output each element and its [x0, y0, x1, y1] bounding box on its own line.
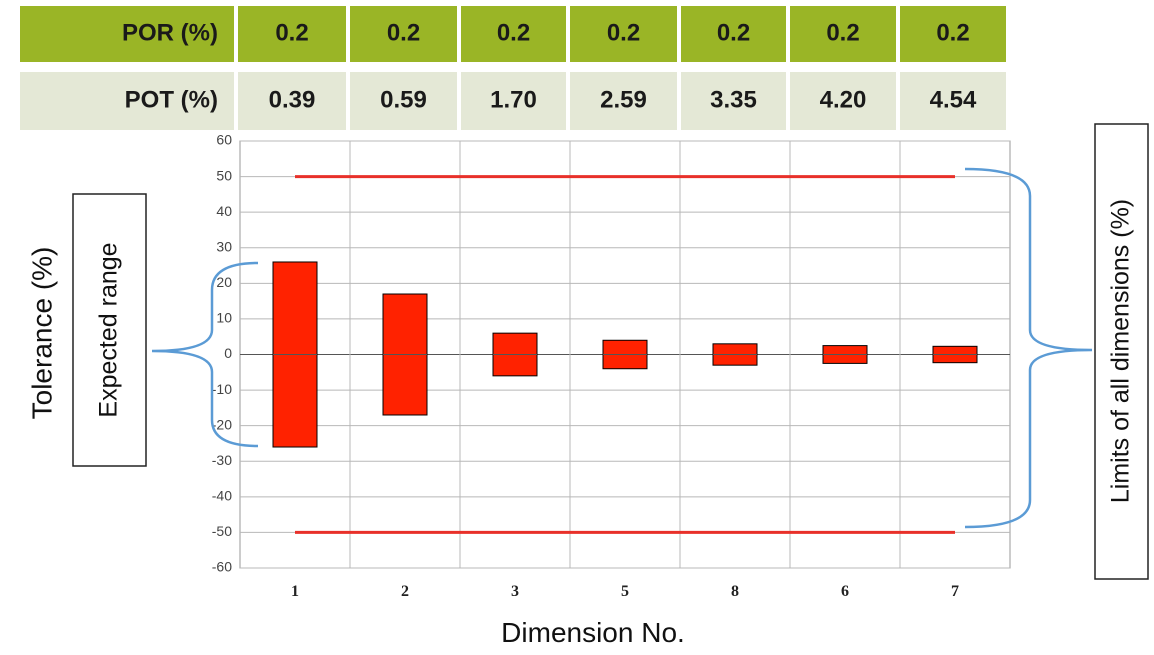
- cell-value: 0.2: [387, 19, 420, 46]
- x-axis-title: Dimension No.: [501, 617, 685, 648]
- cell-value: 0.2: [717, 19, 750, 46]
- y-tick-label: 20: [216, 274, 232, 290]
- y-axis-title: Tolerance (%): [26, 247, 57, 420]
- cell-value: 3.35: [710, 86, 757, 113]
- table-cell: [461, 6, 566, 62]
- table-cell: [681, 6, 786, 62]
- cell-value: 0.59: [380, 86, 427, 113]
- y-tick-label: 10: [216, 310, 232, 326]
- table-cell: [900, 6, 1006, 62]
- table-cell: [238, 72, 346, 130]
- plot-area: 60 50 40 30 20 10 0 -10 -20 -30 -40 -50 -60 1 2 3 5 8 6 7: [212, 132, 1011, 600]
- limit-lines: [295, 175, 955, 534]
- y-tick-label: 60: [216, 132, 232, 148]
- x-tick-label: 5: [621, 583, 629, 600]
- cell-value: 4.20: [820, 86, 867, 113]
- y-tick-label: -10: [212, 381, 232, 397]
- y-tick-label: -20: [212, 416, 232, 432]
- y-tick-label: 40: [216, 203, 232, 219]
- y-tick-label: -50: [212, 523, 232, 539]
- cell-value: 0.2: [497, 19, 530, 46]
- table-cell: [238, 6, 346, 62]
- table-cell: [570, 72, 677, 130]
- expected-range-label: Expected range: [95, 242, 123, 417]
- y-tick-label: -30: [212, 452, 232, 468]
- cell-value: 0.39: [269, 86, 316, 113]
- limits-label: Limits of all dimensions (%): [1107, 199, 1135, 503]
- table-cell: [350, 6, 457, 62]
- y-tick-label: -60: [212, 559, 232, 575]
- cell-value: 2.59: [600, 86, 647, 113]
- expected-range-box: [72, 193, 147, 467]
- cell-value: 1.70: [490, 86, 537, 113]
- y-tick-label: 30: [216, 238, 232, 254]
- table-cell: [20, 6, 234, 62]
- bars: [272, 261, 978, 448]
- row-label: POT (%): [125, 86, 218, 113]
- table-cell: [790, 6, 896, 62]
- x-tick-label: 8: [731, 583, 739, 600]
- x-tick-label: 6: [841, 583, 849, 600]
- row-label: POR (%): [122, 19, 218, 46]
- y-tick-label: -40: [212, 488, 232, 504]
- table-cell: [350, 72, 457, 130]
- table-cell: [461, 72, 566, 130]
- cell-value: 0.2: [275, 19, 308, 46]
- cell-value: 4.54: [930, 86, 977, 113]
- y-tick-label: 0: [224, 345, 232, 361]
- table-cell: [900, 72, 1006, 130]
- x-tick-labels: 1 2 3 5 8 6 7: [291, 583, 959, 600]
- y-tick-label: 50: [216, 167, 232, 183]
- cell-value: 0.2: [607, 19, 640, 46]
- expected-range-brace: [151, 261, 259, 448]
- cell-value: 0.2: [936, 19, 969, 46]
- x-tick-label: 2: [401, 583, 409, 600]
- x-tick-label: 7: [951, 583, 959, 600]
- limits-brace: [964, 167, 1093, 529]
- cell-value: 0.2: [826, 19, 859, 46]
- x-tick-label: 3: [511, 583, 519, 600]
- table-cell: [570, 6, 677, 62]
- table-cell: [20, 72, 234, 130]
- table-cell: [790, 72, 896, 130]
- x-tick-label: 1: [291, 583, 299, 600]
- table-cell: [681, 72, 786, 130]
- parameter-table: POR (%) 0.2 0.2 0.2 0.2 0.2 0.2 0.2 POT (%) 0.39 0…: [20, 6, 1006, 130]
- y-tick-labels: 60 50 40 30 20 10 0 -10 -20 -30 -40 -50 -60: [212, 132, 232, 575]
- limits-box: [1094, 123, 1149, 580]
